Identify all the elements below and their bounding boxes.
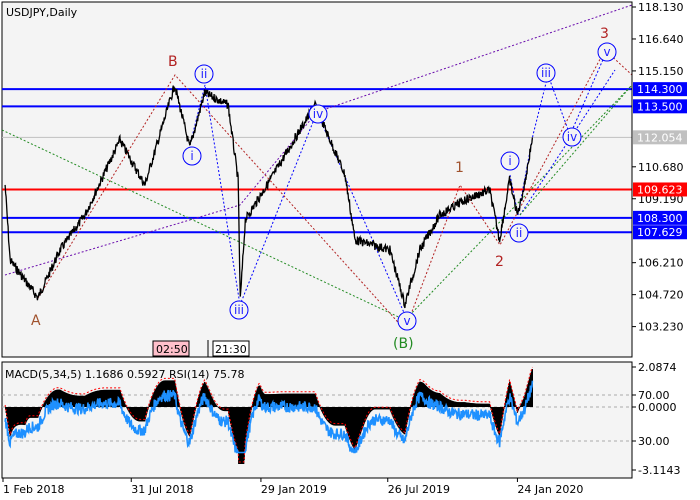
time-label-left-box [152,340,190,357]
price-tick-label: 110.680 [638,161,684,174]
indicator-tick-label: -3.1143 [638,464,680,477]
time-tick-label: 26 Jul 2019 [388,483,450,496]
time-label-right-box [212,340,250,357]
green-projection [519,84,633,216]
time-label-right: 21:30 [215,343,247,356]
indicator-axis: 2.0874 70.000.0000 30.00 -3.1143 [631,361,680,478]
chart-title: USDJPY,Daily [6,6,78,19]
level-price-label: 114.300 [637,83,683,96]
time-tick-label: 1 Feb 2018 [3,483,64,496]
indicator-tick-label: 70.00 [638,389,670,402]
wave-label-i-2: i [508,154,511,168]
time-label-left: 02:50 [156,343,188,356]
wave-label-2: 2 [495,254,504,270]
price-tick-label: 115.150 [638,65,684,78]
indicator-tick-label: 0.0000 [638,401,677,414]
rsi-line [4,380,534,454]
time-tick-label: 31 Jul 2018 [131,483,193,496]
wave-label-b: B [168,54,178,70]
level-price-label: 107.629 [637,226,683,239]
price-axis: 118.130116.640115.150110.680109.190106.2… [631,1,687,357]
macd-signal-line [4,366,533,463]
indicator-tick-label: 30.00 [638,435,670,448]
level-price-label: 108.300 [637,212,683,225]
blue-projection-2 [519,69,616,216]
level-price-label: 112.054 [637,131,683,144]
wave-label-iii: iii [234,303,244,317]
level-price-box [633,210,687,225]
price-tick-label: 103.230 [638,321,684,334]
wave-label-i: i [190,149,193,163]
level-price-box [633,82,687,97]
main-plot-area [1,1,633,358]
indicator-label: MACD(5,34,5) 1.1686 0.5927 RSI(14) 75.78 [5,368,244,381]
wave-label-ii-2: ii [516,226,523,240]
level-price-box [633,130,687,145]
level-price-label: 113.500 [637,100,683,113]
wave-label-3: 3 [600,26,609,42]
level-price-box [633,99,687,114]
indicator-plot-area [1,361,633,479]
price-tick-label: 104.720 [638,289,684,302]
wave-label-a: A [31,313,41,329]
price-tick-label: 118.130 [638,1,684,14]
wave-label-iv: iv [313,107,323,121]
time-tick-label: 29 Jan 2019 [261,483,327,496]
wave-label-v-2: v [603,45,610,59]
price-tick-label: 106.210 [638,257,684,270]
price-tick-label: 116.640 [638,33,684,46]
time-tick-label: 24 Jan 2020 [517,483,583,496]
level-price-box [633,225,687,240]
level-price-label: 109.623 [637,183,683,196]
roman-wave-labels [182,42,617,331]
time-axis: 1 Feb 2018 31 Jul 2018 29 Jan 2019 26 Jul 2… [2,478,583,496]
wave-label-ii: ii [201,67,208,81]
wave-label-b-green: (B) [393,336,414,352]
wave-label-iii-2: iii [541,66,551,80]
red-abc-line [37,74,406,331]
wave-label-iv-2: iv [567,130,577,144]
level-price-box [633,182,687,197]
indicator-tick-label: 2.0874 [638,361,677,374]
wave-label-v: v [403,314,410,328]
wave-label-1: 1 [455,160,464,176]
price-series-line [4,85,534,309]
purple-trendline [4,4,633,276]
